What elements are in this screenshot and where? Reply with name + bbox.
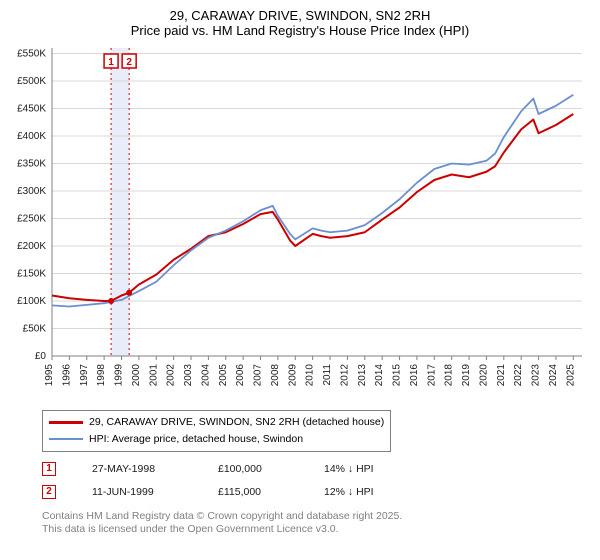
sale-vs-hpi: 14% ↓ HPI — [324, 458, 414, 481]
legend-item: HPI: Average price, detached house, Swin… — [49, 431, 384, 448]
svg-text:2013: 2013 — [357, 364, 368, 387]
svg-text:£0: £0 — [35, 351, 47, 362]
chart-title-block: 29, CARAWAY DRIVE, SWINDON, SN2 2RH Pric… — [8, 8, 592, 38]
svg-text:2008: 2008 — [270, 364, 281, 387]
svg-text:2023: 2023 — [531, 364, 542, 387]
svg-text:2001: 2001 — [148, 364, 159, 387]
svg-text:2005: 2005 — [218, 364, 229, 387]
svg-text:1997: 1997 — [79, 364, 90, 387]
svg-text:£550K: £550K — [17, 49, 46, 60]
svg-text:2007: 2007 — [253, 364, 264, 387]
svg-text:1998: 1998 — [96, 364, 107, 387]
svg-text:2017: 2017 — [426, 364, 437, 387]
svg-text:£200K: £200K — [17, 241, 46, 252]
legend-swatch — [49, 438, 83, 440]
svg-text:2021: 2021 — [496, 364, 507, 387]
svg-text:2006: 2006 — [235, 364, 246, 387]
svg-text:£400K: £400K — [17, 131, 46, 142]
svg-text:£100K: £100K — [17, 296, 46, 307]
sale-marker-row: 1 27-MAY-1998 £100,000 14% ↓ HPI — [42, 458, 592, 481]
svg-text:£50K: £50K — [23, 324, 47, 335]
svg-text:2018: 2018 — [444, 364, 455, 387]
svg-text:£450K: £450K — [17, 104, 46, 115]
svg-text:2003: 2003 — [183, 364, 194, 387]
svg-text:£500K: £500K — [17, 76, 46, 87]
svg-text:2015: 2015 — [392, 364, 403, 387]
svg-text:2002: 2002 — [166, 364, 177, 387]
svg-text:1: 1 — [108, 57, 114, 68]
svg-text:2020: 2020 — [478, 364, 489, 387]
svg-text:2: 2 — [126, 57, 132, 68]
sale-price: £100,000 — [218, 458, 288, 481]
svg-text:2024: 2024 — [548, 364, 559, 387]
svg-text:2012: 2012 — [339, 364, 350, 387]
sale-marker-number: 1 — [42, 462, 56, 476]
legend: 29, CARAWAY DRIVE, SWINDON, SN2 2RH (det… — [42, 410, 391, 452]
svg-text:2009: 2009 — [287, 364, 298, 387]
svg-text:2022: 2022 — [513, 364, 524, 387]
legend-item: 29, CARAWAY DRIVE, SWINDON, SN2 2RH (det… — [49, 414, 384, 431]
svg-text:2016: 2016 — [409, 364, 420, 387]
chart-container: £0 £50K £100K £150K £200K £250K £300K £350K £400… — [8, 44, 592, 404]
title-line-2: Price paid vs. HM Land Registry's House … — [8, 23, 592, 38]
data-source-footer: Contains HM Land Registry data © Crown c… — [42, 510, 592, 537]
svg-text:£150K: £150K — [17, 269, 46, 280]
svg-text:2025: 2025 — [565, 364, 576, 387]
legend-swatch — [49, 421, 83, 424]
sale-vs-hpi: 12% ↓ HPI — [324, 481, 414, 504]
svg-text:£350K: £350K — [17, 159, 46, 170]
svg-text:2014: 2014 — [374, 364, 385, 387]
legend-label: 29, CARAWAY DRIVE, SWINDON, SN2 2RH (det… — [89, 414, 384, 431]
sales-marker-table: 1 27-MAY-1998 £100,000 14% ↓ HPI 2 11-JUN-199… — [42, 458, 592, 504]
footer-line-2: This data is licensed under the Open Gov… — [42, 523, 592, 537]
legend-label: HPI: Average price, detached house, Swin… — [89, 431, 303, 448]
sale-date: 11-JUN-1999 — [92, 481, 182, 504]
sale-marker-row: 2 11-JUN-1999 £115,000 12% ↓ HPI — [42, 481, 592, 504]
sale-date: 27-MAY-1998 — [92, 458, 182, 481]
svg-text:£300K: £300K — [17, 186, 46, 197]
title-line-1: 29, CARAWAY DRIVE, SWINDON, SN2 2RH — [8, 8, 592, 23]
svg-text:2004: 2004 — [200, 364, 211, 387]
footer-line-1: Contains HM Land Registry data © Crown c… — [42, 510, 592, 524]
svg-text:2000: 2000 — [131, 364, 142, 387]
svg-text:£250K: £250K — [17, 214, 46, 225]
sale-marker-number: 2 — [42, 485, 56, 499]
svg-text:1999: 1999 — [114, 364, 125, 387]
svg-text:1996: 1996 — [61, 364, 72, 387]
svg-text:2011: 2011 — [322, 364, 333, 386]
svg-text:1995: 1995 — [44, 364, 55, 387]
sale-price: £115,000 — [218, 481, 288, 504]
svg-text:2019: 2019 — [461, 364, 472, 387]
svg-text:2010: 2010 — [305, 364, 316, 387]
line-chart: £0 £50K £100K £150K £200K £250K £300K £350K £400… — [8, 44, 592, 404]
